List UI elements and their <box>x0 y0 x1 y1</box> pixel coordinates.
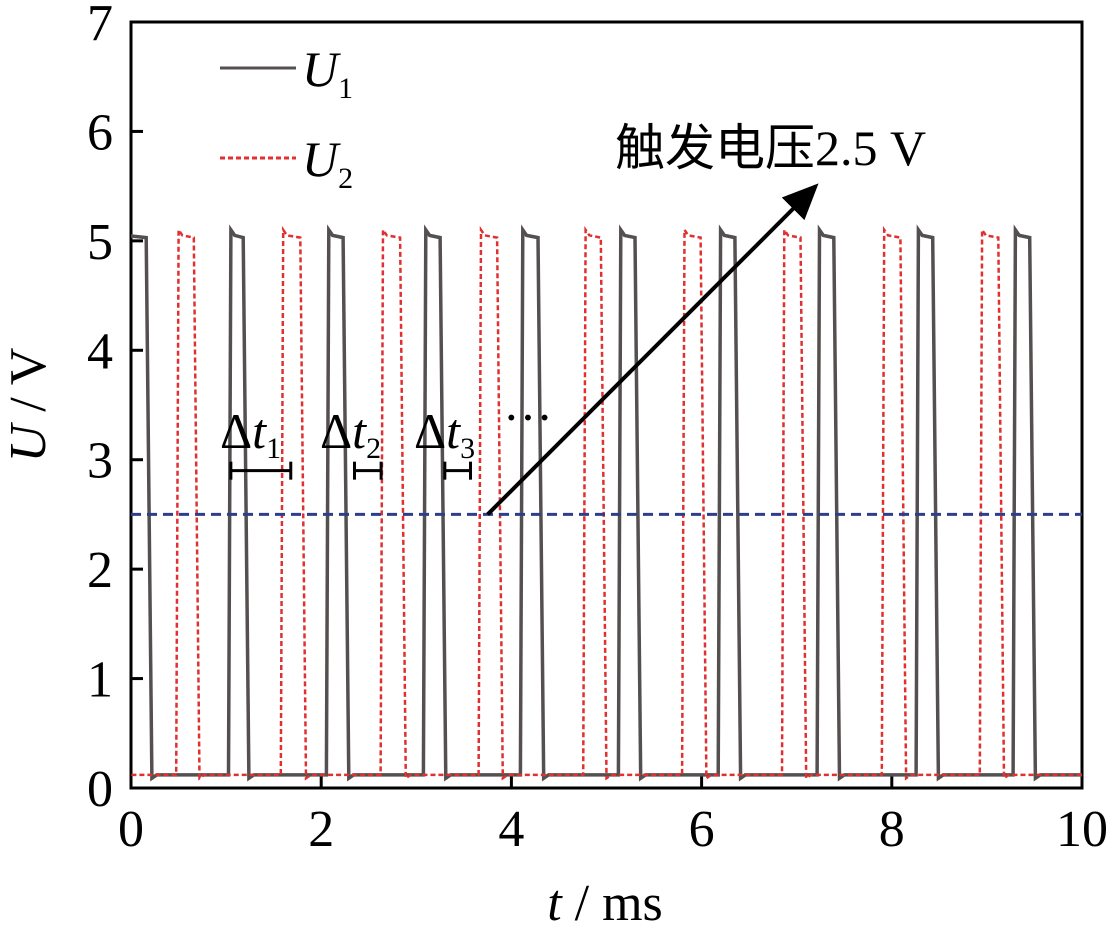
x-tick-label: 2 <box>308 801 334 858</box>
y-tick-label: 1 <box>87 652 113 709</box>
x-tick-label: 0 <box>118 801 144 858</box>
annotation-layer <box>229 183 819 516</box>
legend-label-u1: U1 <box>302 41 353 105</box>
legend-label-u2: U2 <box>302 131 353 195</box>
ellipsis: ··· <box>503 389 553 445</box>
y-tick-label: 5 <box>87 214 113 271</box>
delta-t3-label: Δt3 <box>414 403 475 465</box>
tick-group: 0 2 4 6 8 10 0 1 2 3 4 5 6 7 <box>87 0 1108 858</box>
x-tick-label: 4 <box>498 801 524 858</box>
x-tick-label: 8 <box>879 801 905 858</box>
trigger-voltage-label: 触发电压2.5 V <box>615 120 926 176</box>
x-tick-label: 6 <box>689 801 715 858</box>
y-tick-label: 6 <box>87 104 113 161</box>
y-tick-label: 0 <box>87 761 113 818</box>
x-tick-label: 10 <box>1056 801 1108 858</box>
delta-t2-label: Δt2 <box>320 403 381 465</box>
delta-t1-label: Δt1 <box>220 403 281 465</box>
plot-frame <box>129 20 1084 790</box>
series-line-u2 <box>131 225 1082 781</box>
y-tick-label: 2 <box>87 542 113 599</box>
legend: U1 U2 <box>220 41 353 195</box>
y-tick-label: 3 <box>87 433 113 490</box>
y-tick-label: 7 <box>87 0 113 52</box>
series-layer <box>131 224 1082 782</box>
y-axis-label: U / V <box>0 348 57 463</box>
trigger-arrow <box>486 183 819 516</box>
series-line-u1 <box>131 224 1082 782</box>
y-tick-label: 4 <box>87 323 113 380</box>
x-axis-label: t / ms <box>547 875 663 926</box>
